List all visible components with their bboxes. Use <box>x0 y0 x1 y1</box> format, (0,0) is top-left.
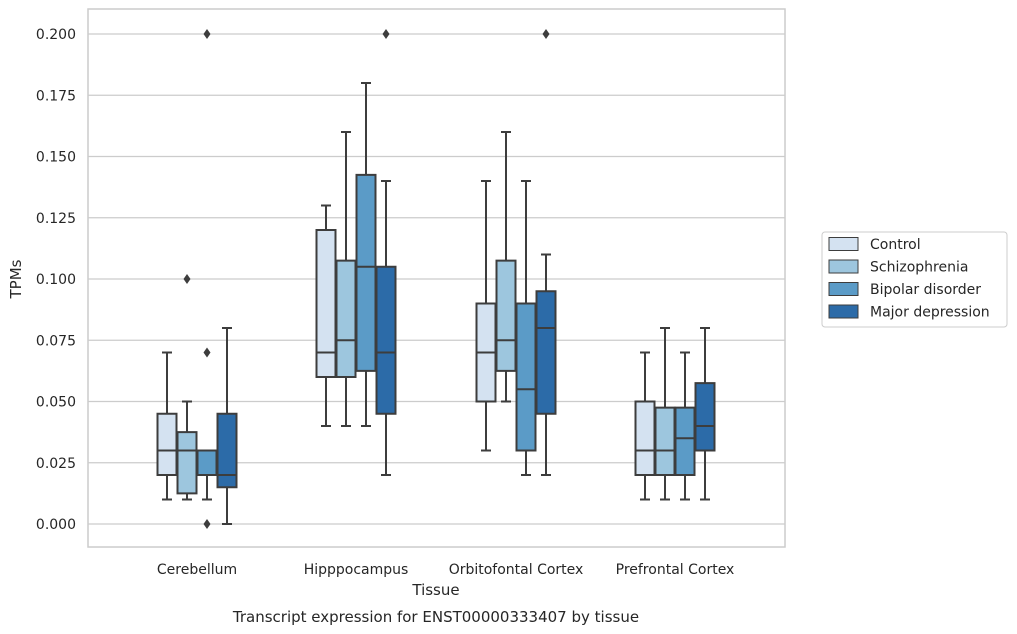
legend: Control Schizophrenia Bipolar disorder Majo… <box>821 231 1008 328</box>
box-major-depression <box>694 327 716 501</box>
box-major-depression <box>535 29 557 476</box>
legend-swatch <box>828 259 859 274</box>
box-body <box>176 431 198 495</box>
legend-label: Bipolar disorder <box>870 282 981 298</box>
box-bipolar-disorder <box>196 29 218 529</box>
box-schizophrenia <box>654 327 676 501</box>
boxes <box>156 29 716 529</box>
box-body <box>335 259 357 378</box>
box-body <box>654 406 676 476</box>
box-body <box>515 302 537 452</box>
y-tick-label: 0.025 <box>36 456 76 472</box>
legend-frame <box>821 231 1008 328</box>
legend-swatch <box>828 304 859 319</box>
box-body <box>495 259 517 372</box>
box-schizophrenia <box>335 131 357 427</box>
box-control <box>315 204 337 427</box>
y-tick-labels: 0.000 0.025 0.050 0.075 0.100 0.125 0.150 0.175… <box>36 27 76 533</box>
box-bipolar-disorder <box>515 180 537 476</box>
box-body <box>156 412 178 476</box>
legend-label: Schizophrenia <box>870 260 968 276</box>
box-major-depression <box>375 29 397 476</box>
y-tick-label: 0.200 <box>36 27 76 43</box>
outlier-point <box>542 29 550 39</box>
x-tick-label: Hipppocampus <box>304 562 409 578</box>
x-tick-label: Cerebellum <box>157 562 237 578</box>
box-major-depression <box>216 327 238 525</box>
y-tick-label: 0.100 <box>36 272 76 288</box>
x-tick-label: Prefrontal Cortex <box>616 562 735 578</box>
y-tick-label: 0.075 <box>36 333 76 349</box>
box-control <box>156 351 178 501</box>
legend-swatch <box>828 237 859 251</box>
box-control <box>475 180 497 452</box>
x-tick-label: Orbitofontal Cortex <box>449 562 584 578</box>
y-tick-label: 0.000 <box>36 517 76 533</box>
y-tick-label: 0.125 <box>36 211 76 227</box>
box-schizophrenia <box>176 274 198 501</box>
outlier-point <box>203 519 211 529</box>
box-body <box>694 382 716 452</box>
box-bipolar-disorder <box>355 82 377 427</box>
legend-label: Major depression <box>870 305 990 321</box>
outlier-point <box>183 274 191 284</box>
box-body <box>315 229 337 378</box>
y-tick-label: 0.150 <box>36 150 76 166</box>
box-schizophrenia <box>495 131 517 403</box>
box-body <box>216 412 238 489</box>
legend-swatch <box>828 282 859 296</box>
legend-items: Control Schizophrenia Bipolar disorder Majo… <box>828 237 990 321</box>
x-tick-labels: Cerebellum Hipppocampus Orbitofontal Corte… <box>157 562 734 578</box>
y-tick-label: 0.175 <box>36 88 76 104</box>
y-tick-label: 0.050 <box>36 395 76 411</box>
box-bipolar-disorder <box>674 351 696 501</box>
legend-label: Control <box>870 237 921 253</box>
box-body <box>375 265 397 415</box>
y-axis-label: TPMs <box>7 259 25 299</box>
box-body <box>355 173 377 372</box>
chart-caption: Transcript expression for ENST0000033340… <box>232 608 639 626</box>
x-axis-label: Tissue <box>411 581 459 599</box>
box-body <box>674 406 696 476</box>
box-body <box>196 449 218 476</box>
box-control <box>634 351 656 501</box>
outlier-point <box>382 29 390 39</box>
box-body <box>634 400 656 476</box>
plot-area-frame <box>87 8 786 548</box>
outlier-point <box>203 347 211 358</box>
box-body <box>535 290 557 415</box>
outlier-point <box>203 29 211 39</box>
